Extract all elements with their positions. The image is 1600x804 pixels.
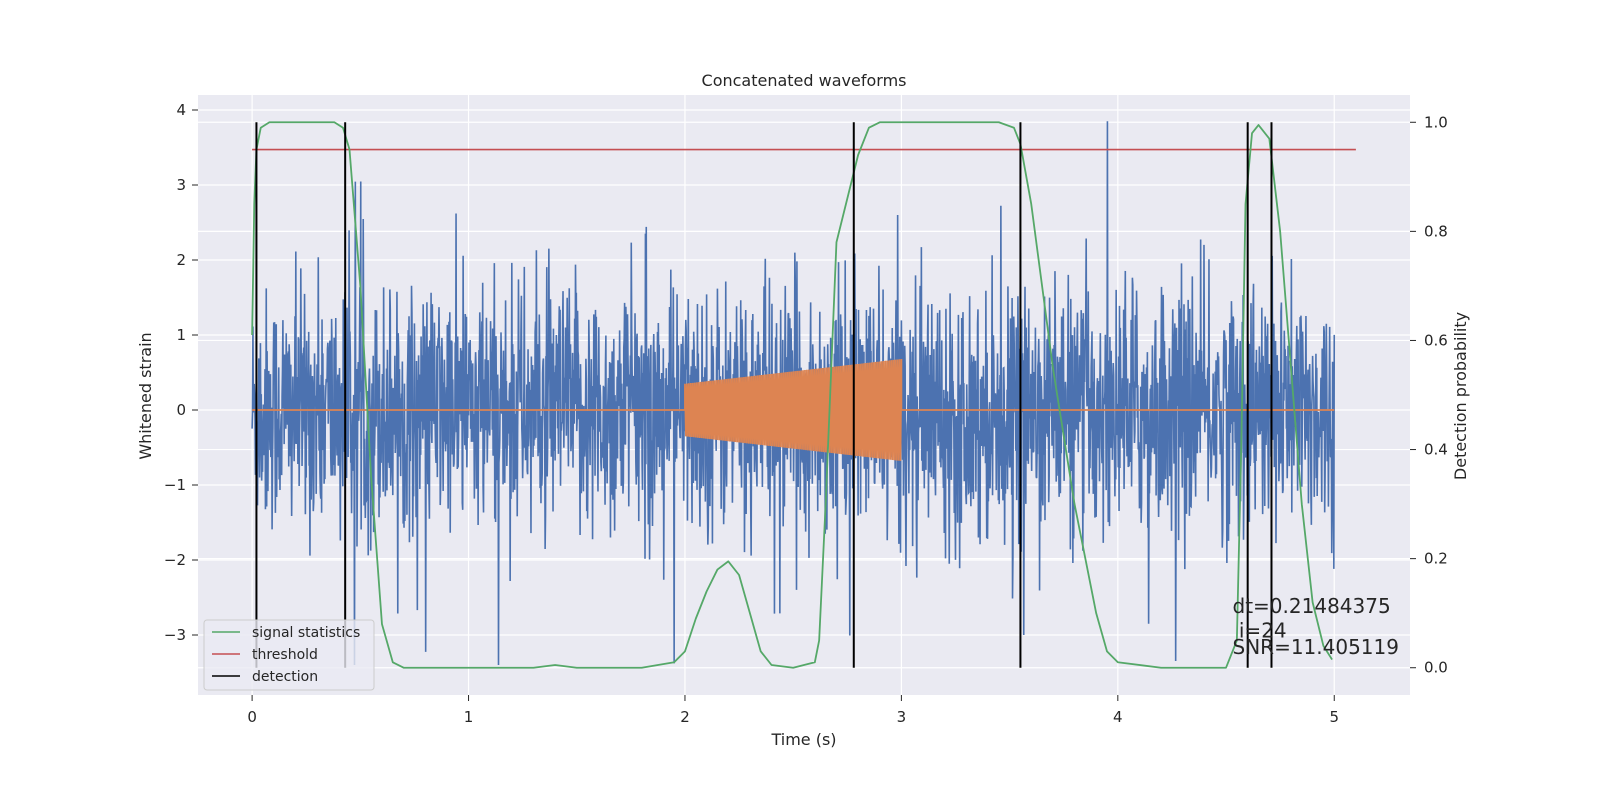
y-tick-label: −2 xyxy=(164,551,186,569)
legend-label-signal-statistics: signal statistics xyxy=(252,625,360,641)
x-tick-label: 1 xyxy=(464,708,474,726)
axes-layer: 0 1 2 3 4 5 4 3 2 1 0 −1 −2 −3 1.0 0.8 0.6 0.4 0.2 0.0 xyxy=(164,101,1448,726)
y2-tick-label: 0.0 xyxy=(1424,659,1448,677)
y-tick-label: −3 xyxy=(164,626,186,644)
y2-tick-label: 0.6 xyxy=(1424,331,1448,349)
annotation-layer: dt=0.21484375 i=24 SNR=11.405119 xyxy=(1233,594,1399,659)
y2-tick-label: 1.0 xyxy=(1424,113,1448,131)
annotation-dt: dt=0.21484375 xyxy=(1233,594,1391,618)
legend-label-threshold: threshold xyxy=(252,647,318,663)
y-tick-label: 3 xyxy=(176,176,186,194)
signal-statistics-line xyxy=(251,121,1333,669)
y-tick-label: 0 xyxy=(176,401,186,419)
y2-axis-label: Detection probability xyxy=(1451,312,1470,480)
series-layer xyxy=(251,121,1356,669)
y2-tick-label: 0.2 xyxy=(1424,550,1448,568)
x-tick-label: 0 xyxy=(247,708,257,726)
y-tick-label: 4 xyxy=(176,101,186,119)
x-axis-label: Time (s) xyxy=(770,730,836,749)
x-tick-label: 2 xyxy=(680,708,690,726)
x-tick-label: 5 xyxy=(1329,708,1339,726)
annotation-snr: SNR=11.405119 xyxy=(1233,635,1399,659)
legend-frame xyxy=(203,619,375,691)
y-tick-label: −1 xyxy=(164,476,186,494)
waveform-series-line xyxy=(252,358,1335,461)
y-tick-label: 1 xyxy=(176,326,186,344)
legend-label-detection: detection xyxy=(252,669,318,685)
legend: signal statistics threshold detection xyxy=(203,619,375,691)
chart-title: Concatenated waveforms xyxy=(702,71,907,90)
x-tick-label: 3 xyxy=(897,708,907,726)
y2-tick-label: 0.8 xyxy=(1424,222,1448,240)
x-tick-label: 4 xyxy=(1113,708,1123,726)
annotation-i: i=24 xyxy=(1233,619,1287,643)
y-axis-label: Whitened strain xyxy=(136,332,155,459)
y-tick-label: 2 xyxy=(176,251,186,269)
y2-tick-label: 0.4 xyxy=(1424,441,1448,459)
